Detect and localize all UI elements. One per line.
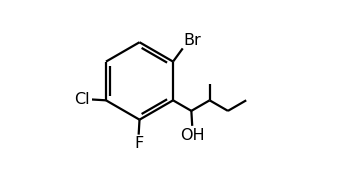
Text: Cl: Cl bbox=[75, 92, 90, 107]
Text: OH: OH bbox=[180, 128, 204, 143]
Text: F: F bbox=[134, 136, 143, 151]
Text: Br: Br bbox=[184, 33, 201, 48]
